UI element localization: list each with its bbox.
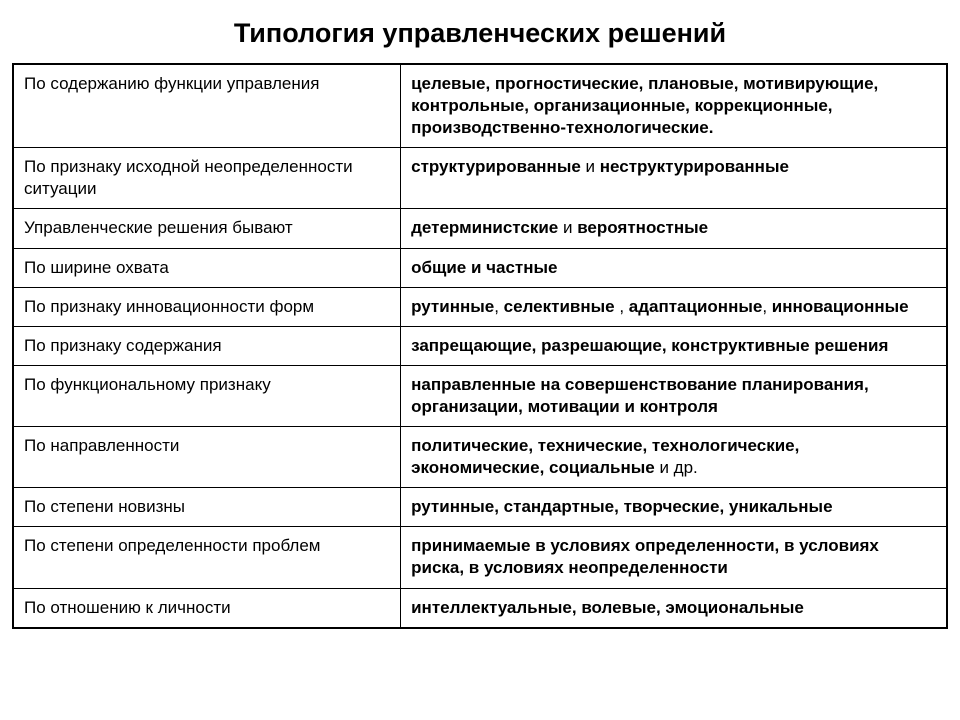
table-row: По признаку инновационности формрутинные… [13, 287, 947, 326]
value-part: , [615, 297, 629, 316]
table-row: Управленческие решения бываютдетерминист… [13, 209, 947, 248]
value-part: запрещающие, разрешающие, конструктивные… [411, 336, 888, 355]
table-row: По признаку исходной неопределенности си… [13, 148, 947, 209]
value-part: детерминистские [411, 218, 558, 237]
criterion-cell: По признаку содержания [13, 326, 401, 365]
value-cell: общие и частные [401, 248, 947, 287]
value-cell: рутинные, стандартные, творческие, уника… [401, 488, 947, 527]
value-part: инновационные [772, 297, 909, 316]
criterion-cell: По ширине охвата [13, 248, 401, 287]
criterion-cell: По признаку исходной неопределенности си… [13, 148, 401, 209]
criterion-cell: По степени определенности проблем [13, 527, 401, 588]
table-row: По ширине охвата общие и частные [13, 248, 947, 287]
value-cell: детерминистские и вероятностные [401, 209, 947, 248]
value-part: принимаемые в условиях определенности, в… [411, 536, 879, 577]
value-part: , [494, 297, 503, 316]
value-part: и др. [655, 458, 698, 477]
table-row: По признаку содержания запрещающие, разре… [13, 326, 947, 365]
criterion-cell: По содержанию функции управления [13, 64, 401, 148]
value-cell: структурированные и неструктурированные [401, 148, 947, 209]
value-cell: направленные на совершенствование планир… [401, 365, 947, 426]
value-cell: принимаемые в условиях определенности, в… [401, 527, 947, 588]
typology-table: По содержанию функции управленияцелевые,… [12, 63, 948, 629]
value-part: направленные на совершенствование планир… [411, 375, 869, 416]
table-row: По содержанию функции управленияцелевые,… [13, 64, 947, 148]
criterion-cell: По признаку инновационности форм [13, 287, 401, 326]
table-row: По функциональному признакунаправленные … [13, 365, 947, 426]
page-title: Типология управленческих решений [12, 18, 948, 49]
value-part: общие и частные [411, 258, 557, 277]
value-part: неструктурированные [600, 157, 789, 176]
value-part: структурированные [411, 157, 581, 176]
value-part: политические, технические, технологическ… [411, 436, 799, 477]
table-row: По степени новизны рутинные, стандартные,… [13, 488, 947, 527]
value-part: , [762, 297, 771, 316]
value-part: селективные [504, 297, 615, 316]
value-cell: политические, технические, технологическ… [401, 427, 947, 488]
criterion-cell: По направленности [13, 427, 401, 488]
table-row: По степени определенности проблемпринима… [13, 527, 947, 588]
value-part: вероятностные [577, 218, 708, 237]
criterion-cell: По функциональному признаку [13, 365, 401, 426]
value-part: целевые, прогностические, плановые, моти… [411, 74, 878, 137]
table-row: По направленностиполитические, техническ… [13, 427, 947, 488]
criterion-cell: По степени новизны [13, 488, 401, 527]
value-part: и [581, 157, 600, 176]
criterion-cell: По отношению к личности [13, 588, 401, 628]
value-part: и [558, 218, 577, 237]
value-part: рутинные, стандартные, творческие, уника… [411, 497, 832, 516]
table-row: По отношению к личности интеллектуальные,… [13, 588, 947, 628]
value-part: рутинные [411, 297, 494, 316]
value-cell: интеллектуальные, волевые, эмоциональные [401, 588, 947, 628]
value-cell: целевые, прогностические, плановые, моти… [401, 64, 947, 148]
value-cell: рутинные, селективные , адаптационные, и… [401, 287, 947, 326]
value-cell: запрещающие, разрешающие, конструктивные… [401, 326, 947, 365]
value-part: интеллектуальные, волевые, эмоциональные [411, 598, 804, 617]
criterion-cell: Управленческие решения бывают [13, 209, 401, 248]
value-part: адаптационные [629, 297, 763, 316]
